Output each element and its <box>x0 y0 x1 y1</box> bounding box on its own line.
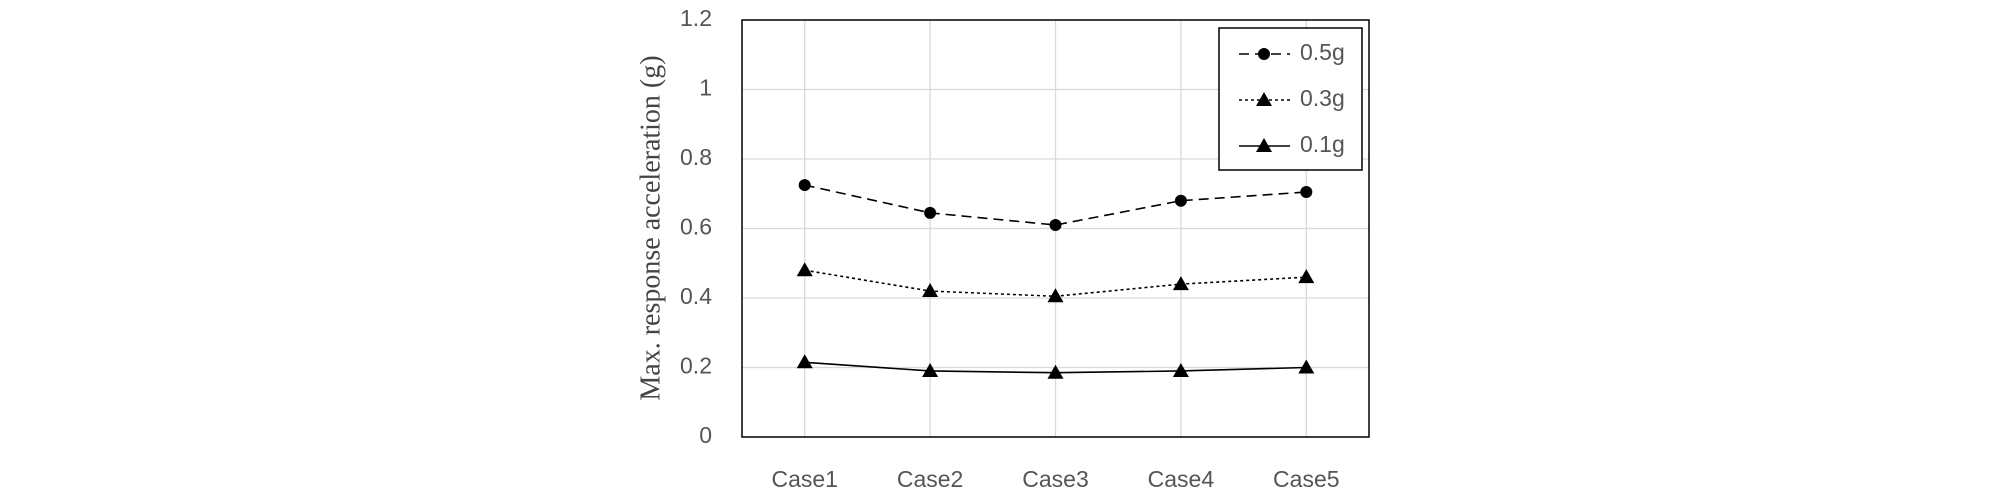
y-tick-label: 1 <box>699 75 712 101</box>
y-tick-label: 0 <box>699 422 712 448</box>
y-tick-label: 0.6 <box>680 214 712 240</box>
point <box>796 354 813 369</box>
legend-marker <box>1258 48 1270 60</box>
point <box>1298 359 1315 374</box>
x-tick-label: Case2 <box>897 466 963 492</box>
x-tick-label: Case4 <box>1148 466 1215 492</box>
legend-label: 0.5g <box>1300 39 1345 65</box>
point <box>1172 276 1189 291</box>
point <box>798 179 811 192</box>
series-line <box>804 184 1307 226</box>
point <box>1172 362 1189 377</box>
legend-marker <box>1256 92 1272 106</box>
point <box>1049 219 1062 232</box>
point <box>922 362 939 377</box>
y-tick-label: 0.4 <box>680 283 712 309</box>
point <box>1174 194 1187 207</box>
point <box>1300 186 1313 199</box>
legend-marker <box>1256 138 1272 152</box>
y-tick-label: 0.8 <box>680 144 712 170</box>
x-tick-label: Case5 <box>1273 466 1339 492</box>
x-tick-label: Case1 <box>771 466 837 492</box>
x-tick-label: Case3 <box>1022 466 1088 492</box>
point <box>1298 269 1315 284</box>
point <box>796 262 813 277</box>
point <box>1047 364 1064 379</box>
y-axis-label: Max. response acceleration (g) <box>635 55 666 400</box>
plot-frame <box>741 19 1370 438</box>
point <box>924 206 937 219</box>
point <box>922 283 939 298</box>
legend-label: 0.1g <box>1300 131 1345 157</box>
y-tick-label: 0.2 <box>680 353 712 379</box>
y-tick-label: 1.2 <box>680 5 712 31</box>
point <box>1047 288 1064 303</box>
legend-label: 0.3g <box>1300 85 1345 111</box>
